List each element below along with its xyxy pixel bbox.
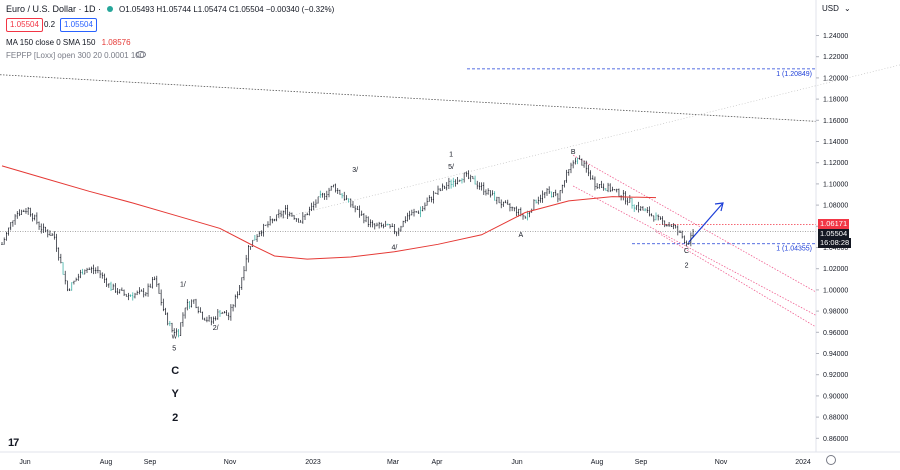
last-price-badge: 1.05504: [818, 229, 850, 239]
ma-value: 1.08576: [101, 38, 131, 47]
currency-selector[interactable]: USD: [822, 4, 839, 13]
y-tick-label: 0.98000: [823, 309, 848, 316]
x-tick-label: Jun: [19, 459, 30, 466]
buy-button[interactable]: 1.05504: [60, 18, 97, 32]
arrow-head: [714, 202, 724, 212]
y-tick-label: 1.02000: [823, 266, 848, 273]
x-tick-label: Sep: [144, 459, 157, 466]
wave-label: 1/: [180, 282, 186, 289]
ma-150-line: [1, 165, 657, 260]
rising-trendline: [269, 64, 900, 222]
spread-value: 0.2: [44, 20, 56, 29]
sell-button[interactable]: 1.05504: [6, 18, 43, 32]
wave-label: B: [571, 149, 576, 156]
ma-label: MA 150 close 0 SMA 150: [6, 38, 96, 47]
x-tick-label: Aug: [591, 459, 604, 466]
big-wave-label: 2: [172, 412, 178, 424]
wave-label: 3/: [352, 167, 358, 174]
y-tick-label: 1.04000: [823, 245, 848, 252]
y-tick-label: 0.94000: [823, 351, 848, 358]
wave-label: 2: [685, 263, 689, 270]
settings-gear-icon[interactable]: [826, 455, 836, 465]
big-wave-label: Y: [172, 388, 180, 400]
projection-arrow: [688, 202, 724, 243]
x-tick-label: 2024: [795, 459, 811, 466]
y-tick-label: 0.88000: [823, 415, 848, 422]
wave-label: 4/: [391, 245, 397, 252]
channel-lower: [655, 231, 817, 328]
x-tick-label: Mar: [387, 459, 400, 466]
ohlc-readout: O1.05493 H1.05744 L1.05474 C1.05504 −0.0…: [119, 4, 335, 14]
ohlc-bars: [1, 155, 694, 338]
moving-average: [1, 165, 657, 260]
y-tick-label: 1.22000: [823, 54, 848, 61]
eye-hidden-icon[interactable]: [136, 51, 146, 58]
y-tick-label: 0.86000: [823, 436, 848, 443]
channel-middle: [572, 185, 817, 316]
symbol-title[interactable]: Euro / U.S. Dollar · 1D ·: [6, 4, 102, 14]
y-tick-label: 1.10000: [823, 181, 848, 188]
y-tick-label: 0.90000: [823, 393, 848, 400]
trend-lines: 1 (1.20849) 1 (1.04355): [0, 64, 900, 328]
long-term-trendline: [0, 74, 817, 122]
target-level-label: 1 (1.20849): [776, 71, 812, 78]
chart-header: Euro / U.S. Dollar · 1D · O1.05493 H1.05…: [6, 4, 334, 14]
x-tick-label: Sep: [635, 459, 648, 466]
target-level-label: 1 (1.04355): [776, 246, 812, 253]
fepp-legend[interactable]: FEPFP [Loxx] open 300 20 0.0001 100: [6, 51, 145, 60]
wave-label: 1: [449, 151, 453, 158]
x-tick-label: Nov: [224, 459, 237, 466]
y-tick-label: 1.00000: [823, 287, 848, 294]
y-tick-label: 1.16000: [823, 118, 848, 125]
red-level-badge: 1.06171: [818, 219, 850, 229]
y-tick-label: 1.12000: [823, 160, 848, 167]
wave-label: 5: [172, 345, 176, 352]
wave-label: w: [171, 334, 178, 341]
y-tick-label: 1.08000: [823, 203, 848, 210]
y-tick-label: 0.92000: [823, 372, 848, 379]
time-axis: Jun Aug Sep Nov 2023 Mar Apr Jun Aug Sep Nov 2024: [19, 459, 811, 466]
y-tick-label: 1.14000: [823, 139, 848, 146]
tradingview-logo[interactable]: 17: [8, 437, 19, 449]
wave-label: A: [519, 232, 524, 239]
wave-label: 2/: [213, 325, 219, 332]
bar-countdown: 16:08:28: [818, 238, 852, 248]
y-tick-label: 1.18000: [823, 97, 848, 104]
y-tick-label: 1.24000: [823, 33, 848, 40]
wave-label: C: [684, 248, 689, 255]
big-wave-label: C: [171, 365, 179, 377]
chevron-down-icon[interactable]: ⌄: [844, 4, 851, 13]
ma-legend[interactable]: MA 150 close 0 SMA 150 1.08576: [6, 38, 131, 47]
channel-upper: [572, 154, 817, 293]
wave-label: 5/: [448, 164, 454, 171]
x-tick-label: Apr: [432, 459, 444, 466]
x-tick-label: Jun: [511, 459, 522, 466]
market-status-icon: [107, 6, 114, 12]
price-axis: 1.24000 1.22000 1.20000 1.18000 1.16000 1.140…: [0, 0, 900, 453]
y-tick-label: 0.96000: [823, 330, 848, 337]
x-tick-label: 2023: [305, 459, 321, 466]
x-tick-label: Aug: [100, 459, 113, 466]
x-tick-label: Nov: [715, 459, 728, 466]
y-tick-label: 1.20000: [823, 75, 848, 82]
